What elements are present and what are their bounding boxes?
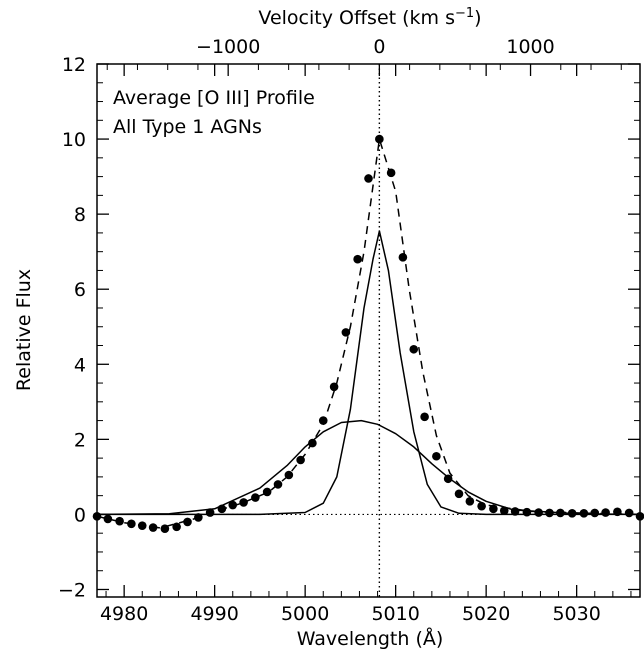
data-point [353,254,362,264]
y-tick-label: 12 [62,54,86,76]
y-tick-label: 4 [74,354,86,376]
y-axis-title: Relative Flux [13,269,35,391]
data-point [262,487,272,497]
data-point [443,474,453,484]
data-point [386,168,396,178]
data-point [183,517,192,527]
data-point [432,451,441,461]
y-tick-label: 8 [74,204,86,226]
y-tick-label: 10 [62,129,86,151]
data-point [375,134,384,144]
series-line-dashed-1 [96,138,641,529]
data-point [522,507,532,517]
x-tick-label: 5030 [552,603,600,625]
data-point [115,516,124,526]
top-axis-title-superscript: −1 [455,6,474,21]
annotation-line-1: Average [O III] Profile [113,87,315,109]
data-point [465,496,475,506]
x-tick-label: 4990 [190,603,238,625]
y-tick-label: 6 [74,279,86,301]
series-layer [92,64,644,597]
top-tick-label: 1000 [506,36,554,58]
data-point [228,500,238,510]
x-tick-label: 4980 [100,603,148,625]
top-tick-label: 0 [373,36,385,58]
plot-frame [96,63,641,598]
axes-layer: 4980 4990 5000 5010 5020 5030 −2 0 2 4 6 8 10 12 −1000… [58,36,641,625]
data-point [454,489,464,499]
data-point [172,522,181,532]
y-tick-label: −2 [58,579,86,601]
data-point [409,344,419,354]
series-line-solid-3 [97,230,640,516]
data-point [534,508,543,517]
y-tick-label: 2 [74,429,86,451]
y-tick-label: 0 [74,504,86,526]
data-point [341,328,351,337]
x-tick-label: 5010 [371,603,419,625]
x-axis-title: Wavelength (Å) [297,627,444,650]
data-point [364,174,373,183]
annotation-line-2: All Type 1 AGNs [113,116,262,138]
data-point [251,493,260,502]
data-point [601,508,610,517]
data-point [398,253,408,262]
data-point [420,412,429,422]
x-tick-label: 5020 [462,603,510,625]
series-line-solid-2 [96,419,641,516]
top-axis-title: Velocity Offset (km s−1) [258,6,481,29]
x-tick-label: 5000 [281,603,329,625]
top-axis-title-close: ) [474,7,481,29]
data-point [239,498,248,507]
data-point [477,501,486,511]
data-point [624,508,634,518]
top-tick-label: −1000 [196,36,260,58]
top-axis-title-main: Velocity Offset (km s [258,7,455,29]
data-point [103,514,113,524]
